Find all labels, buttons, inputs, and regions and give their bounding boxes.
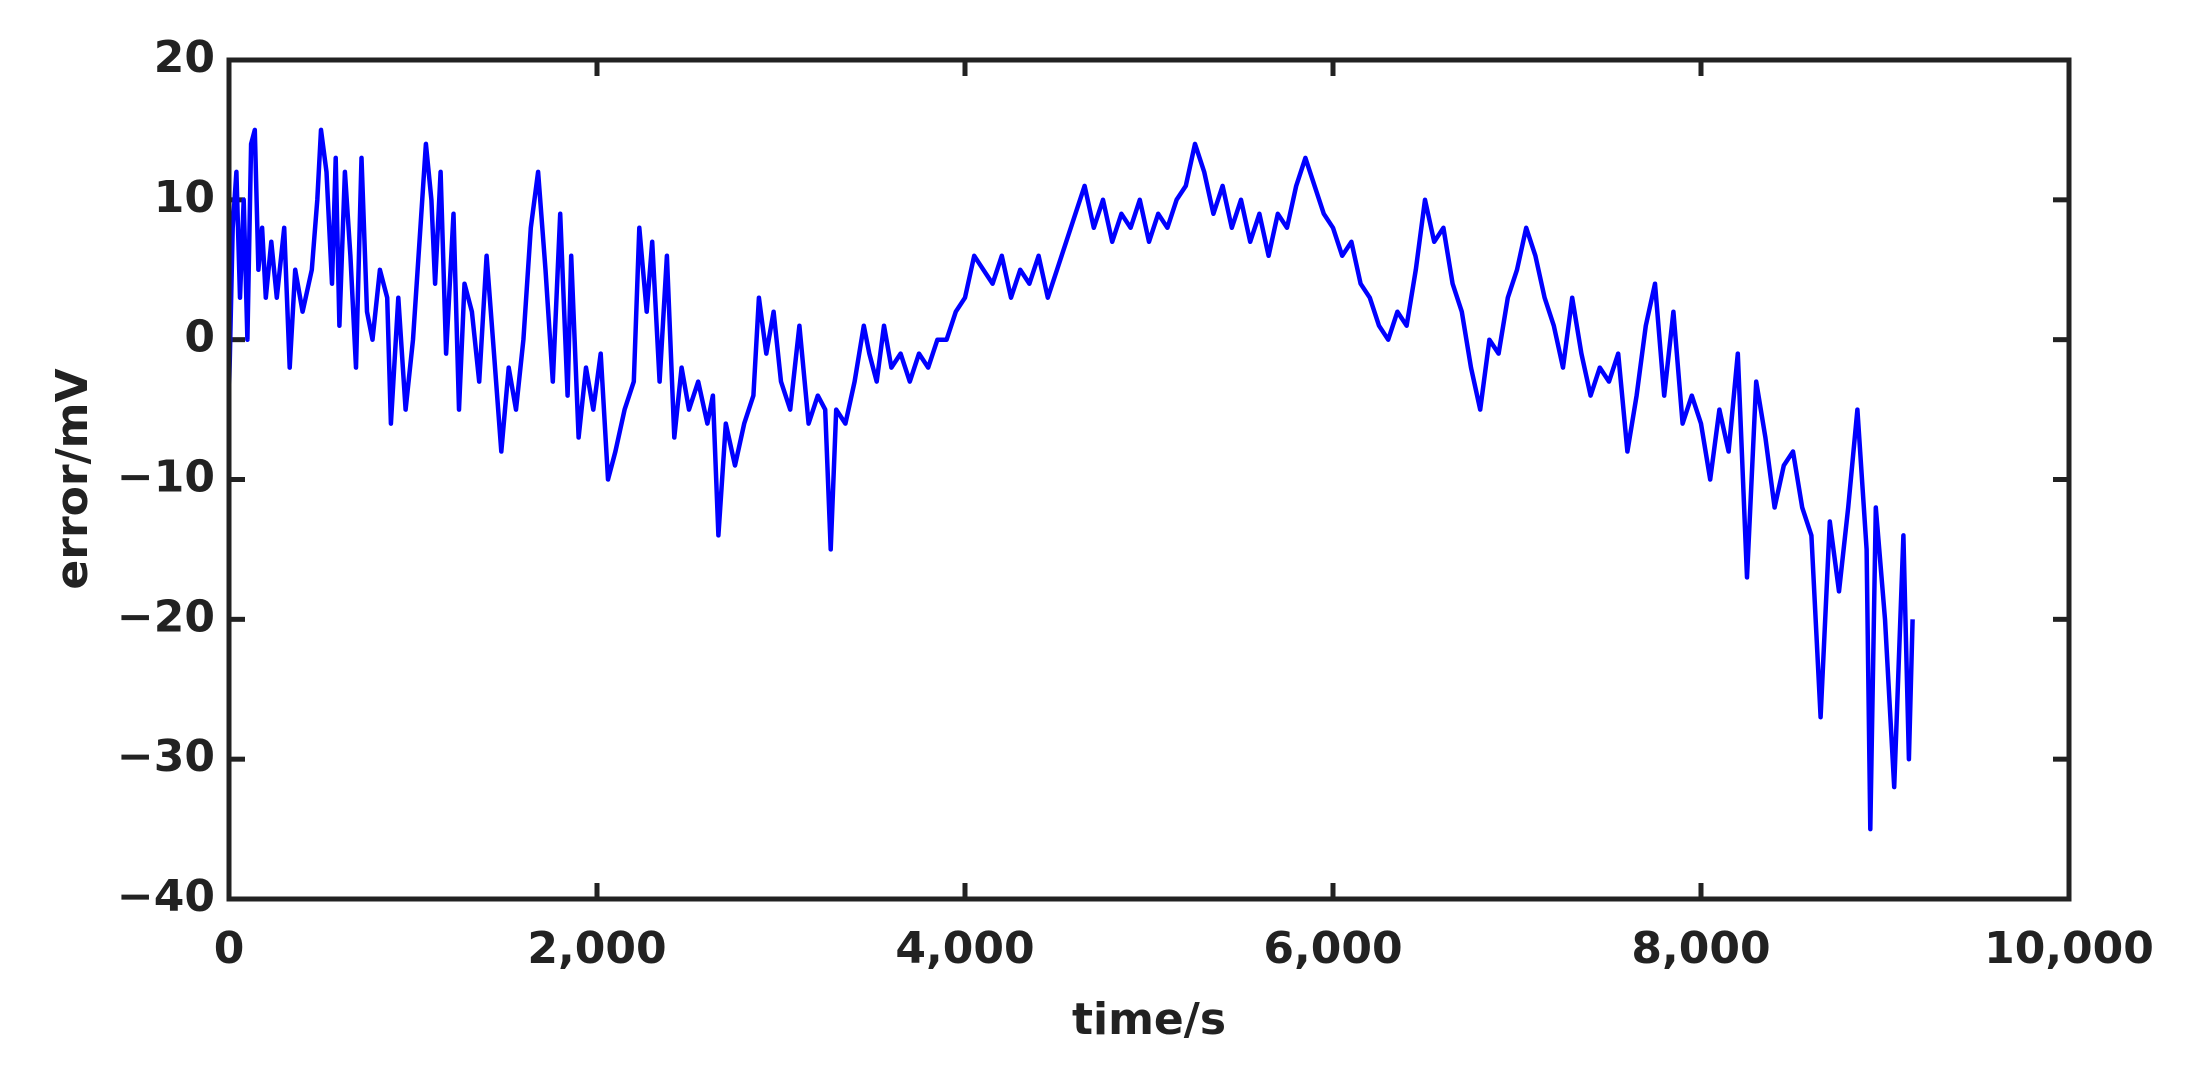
y-axis-label: error/mV	[47, 368, 98, 589]
y-tick-label: 0	[184, 312, 215, 363]
y-tick-label: −40	[117, 871, 215, 922]
y-tick-label: −30	[117, 731, 215, 782]
data-line	[226, 127, 1915, 832]
plot-frame	[226, 57, 2072, 902]
x-tick-label: 8,000	[1631, 923, 1770, 974]
y-tick-label: 10	[154, 172, 215, 223]
y-tick-label: 20	[154, 32, 215, 83]
x-tick-label: 10,000	[1984, 923, 2154, 974]
y-tick-label: −10	[117, 452, 215, 503]
y-tick-label: −20	[117, 591, 215, 642]
x-tick-label: 2,000	[527, 923, 666, 974]
x-tick-label: 6,000	[1263, 923, 1402, 974]
x-tick-label: 4,000	[895, 923, 1034, 974]
x-tick-label: 0	[214, 923, 245, 974]
x-axis-label: time/s	[1072, 994, 1226, 1045]
